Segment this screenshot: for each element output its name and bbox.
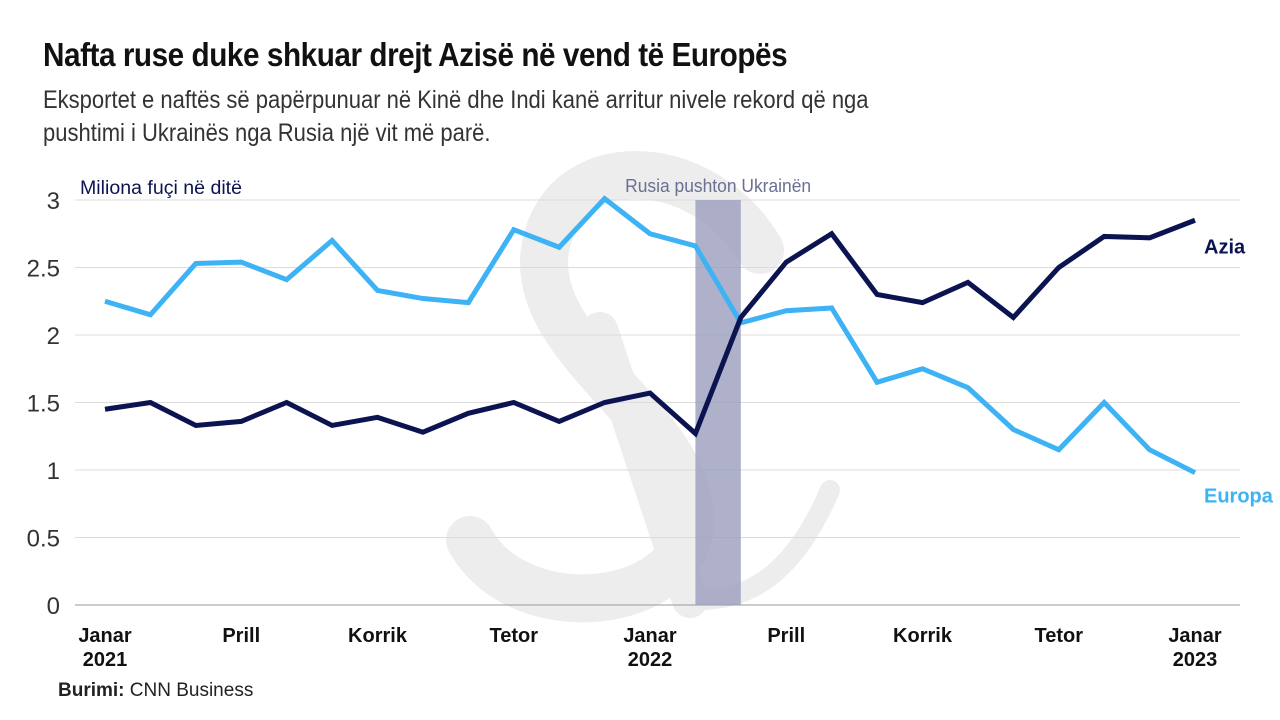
x-tick-year: 2021	[83, 649, 128, 671]
invasion-band	[695, 200, 741, 605]
annotation-label: Rusia pushton Ukrainën	[625, 176, 811, 196]
y-tick-label: 2.5	[27, 256, 60, 283]
x-tick-label: Janar	[623, 625, 677, 647]
chart-title: Nafta ruse duke shkuar drejt Azisë në ve…	[43, 36, 788, 73]
y-axis-label: Miliona fuçi në ditë	[80, 178, 242, 199]
x-tick-label: Tetor	[489, 625, 538, 647]
x-tick-label: Tetor	[1034, 625, 1083, 647]
y-tick-label: 3	[47, 188, 60, 215]
source-label: Burimi:	[58, 680, 125, 701]
watermark-logo	[446, 151, 840, 623]
x-tick-year: 2022	[628, 649, 673, 671]
x-tick-label: Prill	[222, 625, 260, 647]
source-value: CNN Business	[129, 680, 254, 701]
series-label-azia: Azia	[1204, 236, 1246, 258]
x-tick-year: 2023	[1173, 649, 1218, 671]
x-tick-label: Prill	[767, 625, 805, 647]
x-tick-label: Korrik	[348, 625, 408, 647]
chart-subtitle: Eksportet e naftës së papërpunuar në Kin…	[43, 86, 869, 147]
y-tick-label: 1.5	[27, 391, 60, 418]
y-tick-label: 2	[47, 323, 60, 350]
series-label-europa: Europa	[1204, 486, 1274, 508]
x-tick-label: Korrik	[893, 625, 953, 647]
y-tick-label: 0.5	[27, 526, 60, 553]
y-tick-label: 0	[47, 593, 60, 620]
y-tick-label: 1	[47, 458, 60, 485]
x-tick-label: Janar	[78, 625, 132, 647]
source-note: Burimi: CNN Business	[58, 680, 253, 702]
x-tick-label: Janar	[1168, 625, 1222, 647]
